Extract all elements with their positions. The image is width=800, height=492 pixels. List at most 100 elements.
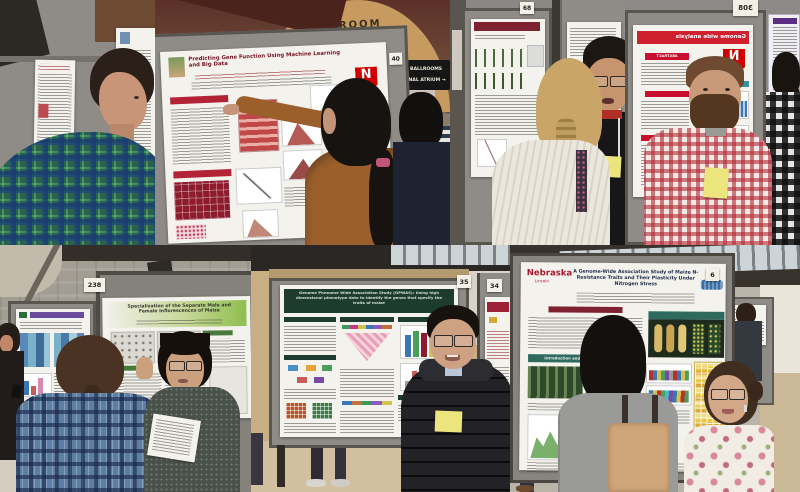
man-smile xyxy=(445,355,460,361)
woman-pointing-hand xyxy=(223,104,239,115)
poster-text-lines xyxy=(641,101,689,129)
poster-title-lines xyxy=(38,63,71,71)
poster-title: Specialization of the Separate Male and … xyxy=(127,303,232,315)
manhattan-strip xyxy=(342,325,392,329)
pink-ld-triangle xyxy=(344,333,390,362)
nebraska-campus-text: Lincoln xyxy=(534,278,549,284)
sneaker xyxy=(306,479,326,487)
window-light xyxy=(452,30,464,90)
poster-header-red: Genome wide analysis xyxy=(637,31,749,44)
poster-figure-red xyxy=(38,103,49,118)
poster-text-lines xyxy=(284,423,336,433)
woman-hair-bun xyxy=(748,381,763,401)
corn-ear xyxy=(666,324,675,353)
board-wood-cap xyxy=(269,269,469,280)
purple-title-bar xyxy=(30,312,84,318)
woman-floral-top xyxy=(684,425,774,492)
abstract-bar: ABSTRACT xyxy=(645,53,689,60)
photo-gpwas-poster-35: Genome Phenome Wide Association Study (G… xyxy=(251,245,510,492)
board-tag-34: 34 xyxy=(487,279,502,292)
flow-node-red xyxy=(297,377,307,383)
green-grid xyxy=(312,403,332,419)
scatter-figure xyxy=(175,224,207,240)
board-tag-40: 40 xyxy=(389,52,403,65)
man-glasses-left xyxy=(434,335,453,347)
sign-line-ballrooms: ← TO BALLROOMS xyxy=(395,66,443,72)
plant-row-figure xyxy=(475,49,525,67)
corn-ear xyxy=(678,324,687,353)
plant-row-figure-2 xyxy=(475,73,525,89)
roc-curve-figure xyxy=(235,166,283,205)
author-headshot xyxy=(168,56,186,78)
blue-figure-panels xyxy=(20,333,50,367)
paper-text-lines xyxy=(151,418,195,456)
legs-behind-board xyxy=(311,441,323,485)
poster-text-lines xyxy=(284,325,336,351)
plaid-man-hair xyxy=(772,52,800,94)
undershirt xyxy=(706,128,726,136)
woman-glasses-right xyxy=(729,389,745,400)
poster-title-bar-maroon xyxy=(474,22,540,31)
board-tag-6: 6 xyxy=(706,268,719,281)
author-lines xyxy=(136,319,223,325)
collar-shirt xyxy=(445,365,462,376)
curve-line xyxy=(238,171,278,200)
presenter-papers xyxy=(147,413,201,463)
bar xyxy=(24,381,29,395)
color-bar-chart xyxy=(645,363,693,384)
poster-text-lines xyxy=(641,63,689,85)
attendee-black-hair xyxy=(580,315,646,405)
presenter-red-shirt xyxy=(600,110,622,119)
poster-title: A Genome-Wide Association Study of Maize… xyxy=(573,269,699,287)
author-lines xyxy=(20,321,82,329)
bg-man-head xyxy=(736,303,756,325)
attendee-plaid-shirt xyxy=(16,393,160,492)
section-header xyxy=(284,317,336,322)
corn-ear xyxy=(654,324,663,353)
small-logo xyxy=(19,312,27,318)
section-header xyxy=(398,317,454,322)
poster-title-band: Genome Phenome Wide Association Study (G… xyxy=(284,289,454,313)
gray-chart xyxy=(527,45,544,67)
woman-cheek xyxy=(323,108,336,134)
flow-node-purple xyxy=(314,377,324,383)
bar xyxy=(38,378,43,395)
presenter-glasses-right xyxy=(186,361,202,371)
photo-woman-pointing-poster: BALLROOM ← TO BALLROOMS TERMINAL ATRIUM … xyxy=(155,0,450,245)
epscor-logo xyxy=(700,279,723,290)
section-header xyxy=(340,317,394,322)
bar xyxy=(413,331,419,357)
board-rail xyxy=(0,56,155,62)
companion-hair xyxy=(399,92,443,150)
lanyard-right xyxy=(618,118,620,158)
man-name-badge xyxy=(434,410,463,433)
histogram xyxy=(242,208,280,239)
poster-text-lines xyxy=(284,387,336,399)
section-bar-red xyxy=(170,95,229,105)
green-title-band: Specialization of the Separate Male and … xyxy=(106,300,247,328)
photo-presenter-conversation: 68 xyxy=(450,0,625,245)
kernel-scatter-panel-2 xyxy=(708,323,721,354)
red-matrix-figure xyxy=(173,180,231,221)
brown-shoe xyxy=(516,485,534,492)
photo-gwas-poster-6: Nebraska Lincoln A Genome-Wide Associati… xyxy=(510,245,800,492)
red-text-lines xyxy=(487,329,509,359)
bar xyxy=(421,333,427,357)
attendee-white-sweater xyxy=(492,140,610,245)
gold-logo xyxy=(489,317,497,323)
section-bar-red xyxy=(173,168,232,179)
hist-shape xyxy=(246,216,273,237)
man-plaid-shirt xyxy=(0,132,155,245)
poster-text-lines xyxy=(170,106,231,165)
poster-text-lines xyxy=(475,95,539,135)
companion-shoulder xyxy=(393,142,450,245)
bearded-man-badge xyxy=(702,167,730,199)
flow-node-orange xyxy=(306,365,316,371)
field-photo xyxy=(527,366,584,399)
mirrored-scene: Genome wide analysis N ABSTRACT xyxy=(625,0,800,245)
tote-strap-left xyxy=(622,395,628,447)
presenter-glasses-right xyxy=(610,76,625,87)
tan-tote-bag xyxy=(608,423,670,492)
bearded-man-eye xyxy=(725,88,730,91)
